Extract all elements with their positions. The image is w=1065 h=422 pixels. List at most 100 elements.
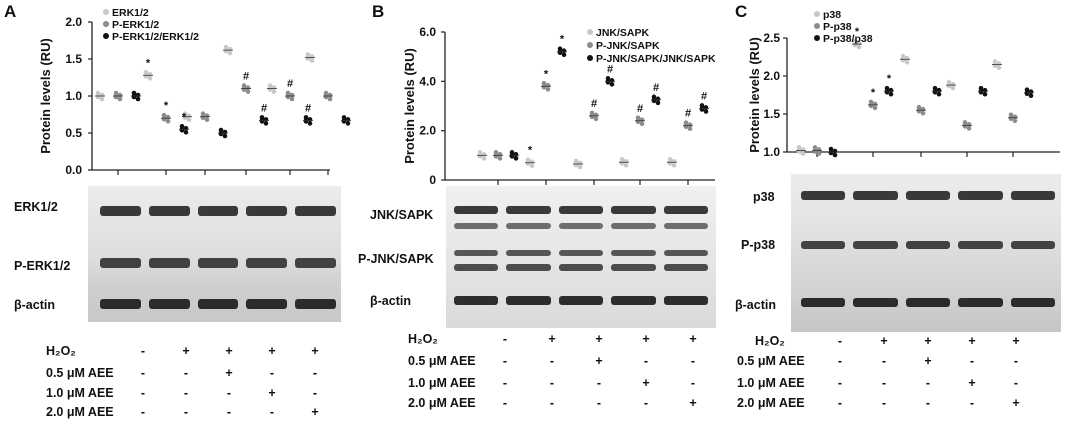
data-point	[609, 82, 615, 87]
blot-label: β-actin	[14, 298, 55, 312]
blot-band	[1010, 241, 1055, 249]
data-point	[800, 147, 806, 152]
data-point	[703, 109, 709, 114]
significance-mark: #	[637, 103, 643, 115]
treatment-row-label: H₂O₂	[46, 344, 76, 358]
data-point	[345, 121, 351, 126]
blot-label: p38	[753, 190, 775, 204]
legend-label: P-p38	[823, 21, 852, 33]
blot-band	[295, 206, 336, 216]
blot-band	[611, 296, 656, 305]
legend-label: P-ERK1/2	[112, 19, 159, 31]
y-tick-label: 1.0	[763, 145, 780, 159]
data-point	[245, 85, 251, 90]
blot-band	[295, 258, 336, 268]
data-point	[222, 129, 228, 135]
treatment-cell: +	[689, 396, 697, 410]
y-tick-label: 0	[429, 173, 436, 187]
treatment-cell: +	[968, 376, 976, 390]
data-point	[289, 92, 295, 98]
treatment-cell: -	[837, 396, 843, 410]
data-point	[609, 78, 615, 83]
blot-band	[853, 191, 898, 200]
data-point	[996, 61, 1002, 66]
treatment-cell: +	[689, 332, 697, 346]
blot-band	[100, 206, 141, 216]
blot-band	[506, 264, 551, 271]
significance-mark: *	[182, 111, 187, 123]
significance-mark: #	[243, 71, 249, 83]
treatment-row-label: 1.0 μM AEE	[737, 376, 805, 390]
treatment-row-label: 0.5 μM AEE	[46, 366, 114, 380]
data-point	[593, 116, 599, 122]
treatment-cell: -	[690, 354, 696, 368]
y-tick-label: 1.5	[65, 52, 82, 66]
blot-band	[905, 191, 951, 200]
blot-band	[100, 299, 141, 309]
significance-mark: *	[887, 73, 892, 85]
treatment-cell: -	[549, 396, 555, 410]
blot-band	[454, 223, 499, 229]
treatment-cell: -	[549, 354, 555, 368]
data-point	[950, 81, 956, 87]
data-point	[186, 113, 192, 119]
legend-label: P-ERK1/2/ERK1/2	[112, 31, 199, 43]
data-point	[1028, 93, 1034, 99]
data-point	[816, 147, 822, 152]
treatment-cell: -	[183, 405, 189, 419]
data-point	[936, 87, 942, 93]
y-tick-label: 6.0	[419, 25, 436, 39]
treatment-cell: -	[140, 386, 146, 400]
legend-label: P-p38/p38	[823, 33, 873, 45]
significance-mark: *	[164, 100, 169, 112]
treatment-cell: -	[837, 376, 843, 390]
data-point	[950, 85, 956, 91]
blot-band	[558, 206, 604, 214]
treatment-row-label: 0.5 μM AEE	[737, 354, 805, 368]
data-point	[832, 152, 838, 158]
data-point	[289, 96, 295, 102]
data-point	[481, 152, 487, 157]
blot-band	[1010, 191, 1055, 200]
blot-band	[958, 241, 1003, 249]
data-point	[529, 163, 535, 169]
treatment-row-label: 0.5 μM AEE	[408, 354, 476, 368]
treatment-cell: +	[268, 344, 276, 358]
treatment-cell: -	[226, 386, 232, 400]
blot-band	[506, 206, 551, 214]
data-point	[966, 122, 972, 127]
blot-label: JNK/SAPK	[370, 208, 434, 222]
treatment-cell: -	[925, 376, 931, 390]
data-point	[832, 148, 838, 154]
significance-mark: #	[261, 102, 267, 114]
data-point	[271, 89, 277, 94]
data-point	[513, 156, 519, 161]
treatment-cell: -	[837, 334, 843, 348]
blot-band	[148, 299, 190, 309]
significance-mark: #	[701, 90, 707, 102]
treatment-cell: +	[642, 332, 650, 346]
treatment-cell: -	[549, 376, 555, 390]
data-point	[687, 126, 693, 132]
blot-band	[197, 299, 239, 309]
data-point	[309, 54, 315, 59]
blot-label: P-ERK1/2	[14, 259, 71, 273]
legend-marker	[587, 42, 593, 48]
treatment-cell: +	[1012, 396, 1020, 410]
blot-band	[295, 299, 336, 309]
data-point	[165, 114, 171, 120]
data-point	[309, 58, 315, 63]
treatment-cell: -	[140, 405, 146, 419]
significance-mark: #	[653, 82, 659, 94]
treatment-row-label: H₂O₂	[755, 334, 785, 348]
data-point	[227, 46, 233, 52]
blot-band	[454, 296, 499, 305]
y-tick-label: 1.0	[65, 89, 82, 103]
treatment-cell: +	[311, 405, 319, 419]
panel-c: C 1.0 1.5 2.0 2.5 Protein levels (RU) * * * p38 P…	[725, 0, 1065, 422]
significance-mark: #	[685, 108, 691, 120]
panel-letter: A	[4, 2, 17, 21]
legend-marker	[103, 33, 109, 39]
data-point	[183, 126, 189, 131]
treatment-cell: -	[502, 354, 508, 368]
